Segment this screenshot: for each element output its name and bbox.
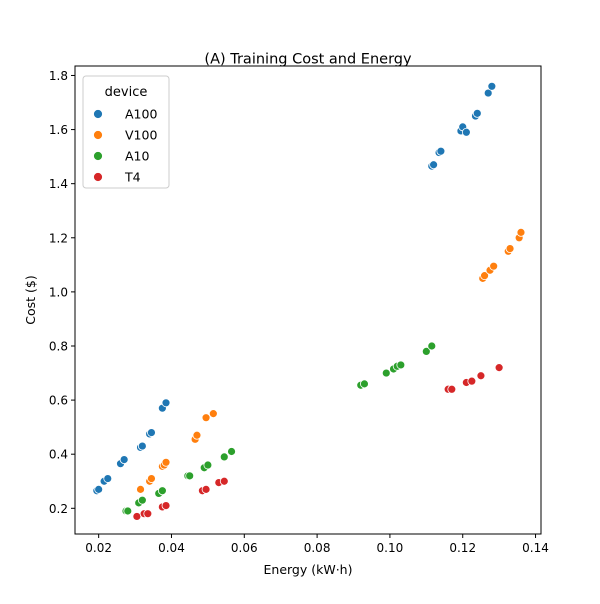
legend-label-a100: A100 <box>125 107 157 122</box>
x-axis-ticks: 0.02 0.04 0.06 0.08 0.10 0.12 0.14 <box>85 534 549 555</box>
point-t4 <box>467 376 477 386</box>
y-tick-label: 0.2 <box>49 502 68 516</box>
point-a100 <box>429 160 439 170</box>
legend-box <box>82 75 170 189</box>
y-tick-label: 1.0 <box>49 285 68 299</box>
point-v100 <box>201 413 211 423</box>
point-v100 <box>136 484 145 494</box>
legend-marker-t4 <box>93 172 103 182</box>
point-a10 <box>381 368 391 378</box>
y-tick-label: 0.8 <box>49 339 68 353</box>
point-a10 <box>219 452 229 462</box>
point-v100 <box>208 409 218 419</box>
chart-title: (A) Training Cost and Energy <box>204 52 412 68</box>
point-v100 <box>147 474 156 483</box>
point-t4 <box>476 371 486 381</box>
legend-marker-a10 <box>93 151 103 161</box>
y-tick-label: 0.4 <box>49 448 68 462</box>
point-a100 <box>137 441 147 451</box>
data-points <box>92 81 526 521</box>
point-a100 <box>147 428 156 437</box>
legend-marker-a100 <box>93 109 103 119</box>
point-a100 <box>161 398 171 408</box>
point-t4 <box>201 484 211 494</box>
y-tick-label: 1.4 <box>49 177 68 191</box>
point-t4 <box>132 512 142 521</box>
point-a100 <box>487 81 497 91</box>
legend-label-t4: T4 <box>124 170 141 185</box>
point-a10 <box>396 360 406 370</box>
y-axis-ticks: 0.2 0.4 0.6 0.8 1.0 1.2 1.4 1.6 1.8 <box>49 69 75 516</box>
point-a100 <box>436 146 446 156</box>
point-t4 <box>161 501 171 510</box>
point-a100 <box>94 484 104 494</box>
point-a10 <box>227 447 236 456</box>
y-tick-label: 1.6 <box>49 123 68 137</box>
y-tick-label: 0.6 <box>49 394 68 408</box>
x-tick-label: 0.10 <box>377 541 404 555</box>
legend-label-a10: A10 <box>125 149 150 164</box>
point-a10 <box>203 460 213 470</box>
point-a100 <box>472 108 482 118</box>
legend-title: device <box>105 85 148 100</box>
legend-marker-v100 <box>93 130 103 140</box>
x-tick-label: 0.02 <box>85 541 112 555</box>
y-tick-label: 1.2 <box>49 231 68 245</box>
point-t4 <box>447 384 457 394</box>
point-a100 <box>119 455 129 465</box>
point-a100 <box>461 127 471 137</box>
point-v100 <box>161 457 171 467</box>
x-axis-label: Energy (kW·h) <box>264 562 353 577</box>
point-v100 <box>516 227 526 237</box>
point-a10 <box>123 506 133 516</box>
x-tick-label: 0.14 <box>522 541 549 555</box>
point-v100 <box>480 271 489 281</box>
point-a100 <box>483 88 493 98</box>
y-axis-label: Cost ($) <box>23 275 38 324</box>
point-v100 <box>505 244 515 254</box>
y-tick-label: 1.8 <box>49 69 68 83</box>
x-tick-label: 0.06 <box>231 541 258 555</box>
point-a100 <box>103 474 113 483</box>
point-a10 <box>137 495 147 505</box>
point-a10 <box>185 471 195 481</box>
legend-label-v100: V100 <box>125 128 157 143</box>
point-a10 <box>360 379 369 389</box>
point-a10 <box>157 486 167 496</box>
legend: device A100 V100 A10 T4 <box>82 75 170 189</box>
plot-frame <box>74 65 542 535</box>
x-tick-label: 0.12 <box>449 541 476 555</box>
x-tick-label: 0.08 <box>304 541 331 555</box>
point-t4 <box>219 476 229 486</box>
x-tick-label: 0.04 <box>158 541 185 555</box>
point-t4 <box>494 363 504 373</box>
point-v100 <box>489 261 499 271</box>
point-a10 <box>421 346 431 356</box>
point-v100 <box>192 430 202 440</box>
point-t4 <box>143 509 153 519</box>
point-a10 <box>427 341 437 351</box>
